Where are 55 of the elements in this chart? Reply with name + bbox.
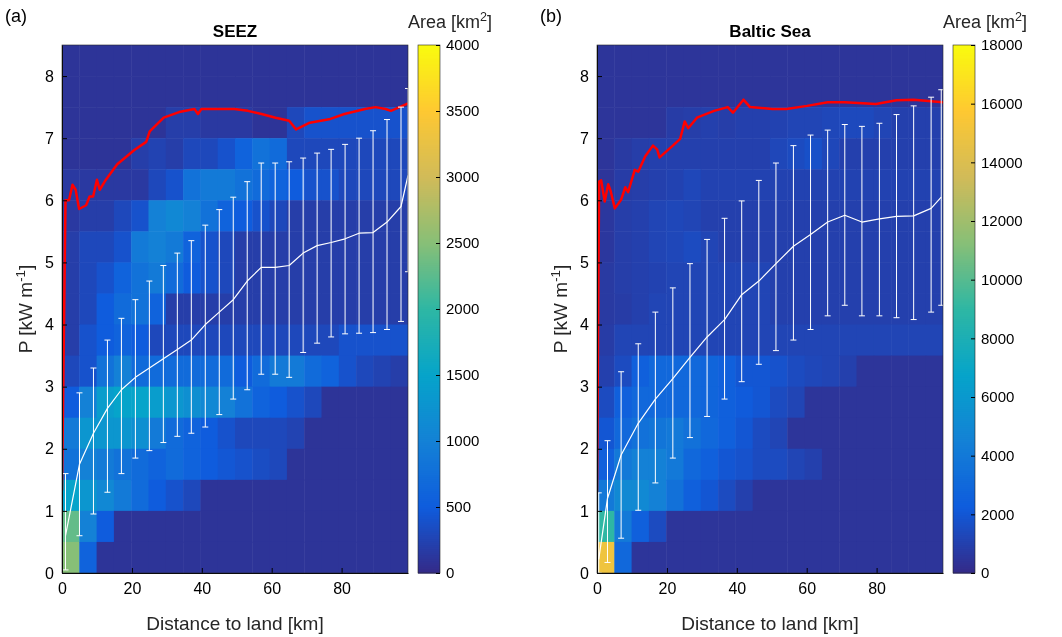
color-bar-label: 18000: [981, 36, 1023, 54]
color-bar-label: 2500: [446, 234, 480, 252]
color-bar-label: 0: [446, 564, 455, 582]
y-tick-label: 5: [45, 254, 55, 272]
y-tick-label: 0: [580, 564, 590, 582]
color-bar-label: 8000: [981, 329, 1015, 347]
color-bar-label: 0: [981, 564, 990, 582]
color-bar-label: 500: [446, 498, 472, 516]
y-tick-label: 8: [580, 67, 590, 85]
y-tick-label: 1: [580, 502, 590, 520]
color-bar-label: 10000: [981, 270, 1023, 288]
x-tick-label: 20: [658, 579, 677, 597]
color-bar-label: 6000: [981, 388, 1015, 406]
x-tick-label: 80: [333, 579, 352, 597]
y-tick-label: 7: [580, 129, 590, 147]
color-bar-label: 3500: [446, 102, 480, 120]
color-bar-label: 4000: [981, 446, 1015, 464]
color-bar-label: 2000: [446, 300, 480, 318]
y-tick-label: 0: [45, 564, 55, 582]
y-tick-label: 4: [580, 316, 590, 334]
color-bar-label: 2000: [981, 505, 1015, 523]
y-tick-label: 6: [580, 191, 590, 209]
text: (a): [5, 6, 27, 26]
color-bar-title: Area [km$^{2}$]: [408, 10, 493, 32]
x-tick-label: 60: [798, 579, 817, 597]
x-tick-label: 80: [868, 579, 887, 597]
y-tick-label: 6: [45, 191, 55, 209]
color-bar-label: 12000: [981, 212, 1023, 230]
x-tick-label: 40: [728, 579, 747, 597]
x-tick-label: 0: [58, 579, 68, 597]
y-tick-label: 2: [45, 440, 55, 458]
y-tick-label: 3: [45, 378, 55, 396]
x-tick-label: 40: [193, 579, 212, 597]
chart-title: SEEZ: [212, 22, 258, 41]
x-axis-title: Distance to land [km]: [681, 613, 859, 634]
color-bar-label: 3000: [446, 168, 480, 186]
y-tick-label: 4: [45, 316, 55, 334]
x-axis-title: Distance to land [km]: [146, 613, 324, 634]
x-tick-label: 0: [593, 579, 603, 597]
y-tick-label: 2: [580, 440, 590, 458]
y-tick-label: 5: [580, 254, 590, 272]
y-tick-label: 8: [45, 67, 55, 85]
color-bar-label: 16000: [981, 94, 1023, 112]
y-tick-label: 1: [45, 502, 55, 520]
y-tick-label: 3: [580, 378, 590, 396]
color-bar-title: Area [km$^{2}$]: [943, 10, 1028, 32]
x-tick-label: 60: [263, 579, 282, 597]
color-bar-label: 1500: [446, 366, 480, 384]
text: (b): [540, 6, 562, 26]
color-bar-label: 1000: [446, 432, 480, 450]
color-bar-label: 4000: [446, 36, 480, 54]
x-tick-label: 20: [123, 579, 142, 597]
y-tick-label: 7: [45, 129, 55, 147]
color-bar-label: 14000: [981, 153, 1023, 171]
chart-title: Baltic Sea: [729, 22, 812, 41]
